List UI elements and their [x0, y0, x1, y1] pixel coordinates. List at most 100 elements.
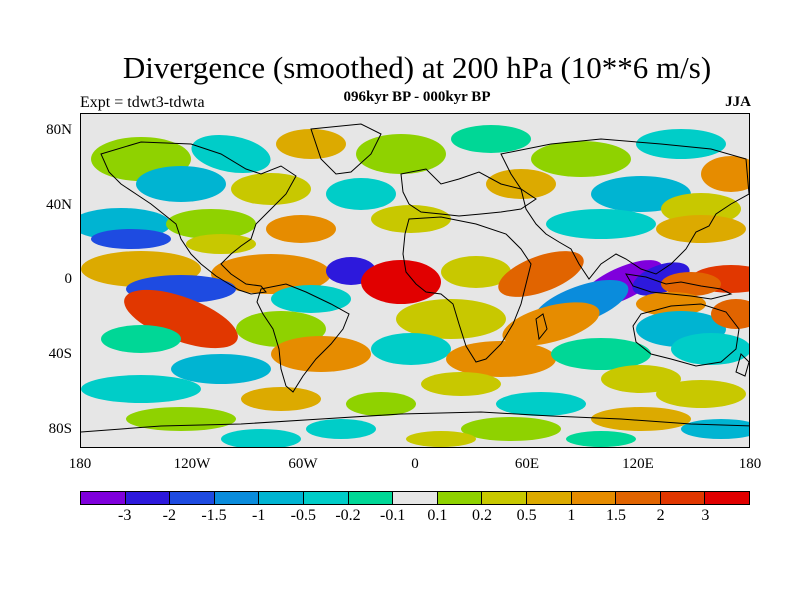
divergence-contour — [271, 285, 351, 313]
colorbar-swatch — [348, 492, 394, 504]
divergence-contour — [361, 260, 441, 304]
colorbar-label: 1.5 — [606, 507, 626, 524]
colorbar-swatch — [259, 492, 304, 504]
lat-label-40n: 40N — [46, 197, 72, 213]
plot-title: Divergence (smoothed) at 200 hPa (10**6 … — [122, 50, 712, 85]
divergence-contour — [241, 387, 321, 411]
season-label: JJA — [725, 94, 751, 110]
divergence-contour — [91, 229, 171, 249]
divergence-contour — [502, 302, 600, 346]
divergence-contour — [346, 392, 416, 416]
divergence-contour — [531, 141, 631, 177]
lon-label-0: 0 — [411, 456, 419, 472]
colorbar-swatch — [705, 492, 749, 504]
coast-europe — [400, 168, 537, 217]
divergence-contour — [266, 215, 336, 243]
divergence-contour — [306, 419, 376, 439]
divergence-contour — [656, 380, 746, 408]
divergence-contour — [498, 251, 584, 297]
coast-antarctica — [81, 411, 749, 433]
coast-new-zealand — [735, 353, 749, 377]
divergence-contour — [546, 209, 656, 239]
lat-label-0: 0 — [64, 271, 73, 287]
lon-label-180w: 180 — [68, 456, 92, 472]
colorbar-swatch — [214, 492, 260, 504]
map-canvas — [81, 114, 749, 447]
divergence-contour — [371, 333, 451, 365]
plot-subtitle: 096kyr BP - 000kyr BP — [343, 89, 491, 105]
divergence-contour — [446, 341, 556, 377]
divergence-contour — [186, 234, 256, 254]
colorbar-swatch — [303, 492, 349, 504]
divergence-map — [80, 113, 750, 448]
divergence-contour — [551, 338, 651, 370]
divergence-field — [81, 125, 749, 447]
lat-label-40s: 40S — [48, 346, 72, 362]
divergence-contour — [441, 256, 511, 288]
coast-madagascar — [535, 313, 548, 341]
colorbar-label: 3 — [701, 507, 710, 524]
divergence-contour — [211, 254, 331, 294]
coast-australia — [632, 303, 740, 367]
divergence-contour — [711, 299, 749, 329]
colorbar — [80, 491, 750, 505]
divergence-contour — [421, 372, 501, 396]
colorbar-swatch — [81, 492, 126, 504]
divergence-contour — [566, 431, 636, 447]
colorbar-label: 0.2 — [472, 507, 492, 524]
divergence-contour — [101, 325, 181, 353]
lat-label-80n: 80N — [46, 122, 72, 138]
divergence-contour — [171, 354, 271, 384]
divergence-contour — [396, 299, 506, 339]
colorbar-swatch — [437, 492, 483, 504]
divergence-contour — [496, 392, 586, 416]
divergence-contour — [191, 134, 271, 174]
lon-label-60e: 60E — [514, 456, 540, 472]
coast-asia — [500, 138, 749, 280]
divergence-contour — [326, 178, 396, 210]
divergence-contour — [406, 431, 476, 447]
colorbar-label: -0.5 — [290, 507, 316, 524]
divergence-contour — [231, 173, 311, 205]
colorbar-label: -0.2 — [335, 507, 361, 524]
colorbar-label: -3 — [117, 507, 132, 524]
experiment-label: Expt = tdwt3-tdwta — [80, 94, 205, 111]
colorbar-label: -1 — [251, 507, 266, 524]
divergence-contour — [656, 215, 746, 243]
divergence-contour — [451, 125, 531, 153]
coast-south-america — [256, 283, 350, 393]
coastlines — [81, 123, 749, 433]
colorbar-label: 2 — [656, 507, 665, 524]
colorbar-swatch — [482, 492, 527, 504]
colorbar-swatch — [616, 492, 661, 504]
coast-africa — [402, 216, 532, 363]
lon-label-120e: 120E — [622, 456, 654, 472]
divergence-contour — [276, 129, 346, 159]
divergence-contour — [591, 407, 691, 431]
colorbar-swatch — [526, 492, 572, 504]
coast-indonesia — [625, 273, 733, 300]
colorbar-label: 0.1 — [427, 507, 448, 524]
divergence-contour — [636, 129, 726, 159]
lon-label-120w: 120W — [173, 456, 211, 472]
colorbar-swatch — [125, 492, 171, 504]
colorbar-swatch — [660, 492, 706, 504]
divergence-contour — [671, 333, 749, 365]
divergence-contour — [356, 134, 446, 174]
divergence-contour — [221, 429, 301, 447]
lon-label-60w: 60W — [288, 456, 318, 472]
lat-label-80s: 80S — [48, 421, 72, 437]
colorbar-swatch — [571, 492, 617, 504]
colorbar-label: 0.5 — [516, 507, 537, 524]
divergence-contour — [601, 365, 681, 393]
divergence-contour — [486, 169, 556, 199]
colorbar-label: -2 — [162, 507, 176, 524]
coast-north-america — [100, 141, 297, 295]
colorbar-swatch — [393, 492, 438, 504]
divergence-contour — [636, 292, 706, 316]
divergence-contour — [461, 417, 561, 441]
divergence-contour — [166, 209, 256, 239]
colorbar-label: 1 — [567, 507, 576, 524]
divergence-contour — [136, 166, 226, 202]
colorbar-label: -1.5 — [201, 507, 227, 524]
